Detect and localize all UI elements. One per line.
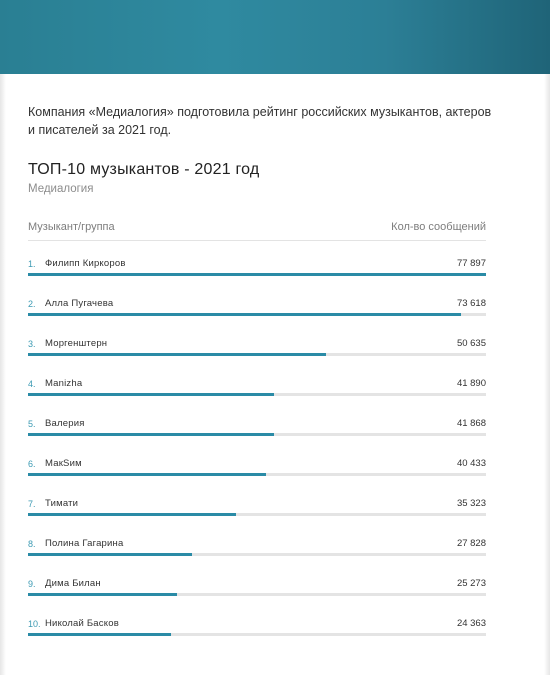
bar-track: [28, 593, 486, 596]
chart-source: Медиалогия: [28, 183, 94, 195]
bar-value-label: 73 618: [456, 298, 486, 309]
bar-track: [28, 473, 486, 476]
header-divider: [28, 240, 486, 241]
bar-value-label: 50 635: [456, 338, 486, 349]
bar-row: 4. Manizha 41 890: [28, 378, 486, 408]
bar-row: 3. Моргенштерн 50 635: [28, 338, 486, 368]
bar-rank-label: 3.: [28, 339, 36, 349]
bar-row: 1. Филипп Киркоров 77 897: [28, 258, 486, 288]
bar: [28, 433, 274, 436]
bar: [28, 393, 274, 396]
bar-rank-label: 7.: [28, 499, 36, 509]
bar-value-label: 40 433: [456, 458, 486, 469]
left-edge-shadow: [0, 74, 6, 675]
bar-rank-label: 4.: [28, 379, 36, 389]
bar: [28, 553, 192, 556]
bar: [28, 513, 236, 516]
bar-category-label: Тимати: [45, 498, 79, 509]
bar-rank-label: 5.: [28, 419, 36, 429]
column-header-musician: Музыкант/группа: [28, 221, 115, 233]
bar: [28, 473, 266, 476]
bar-row: 7. Тимати 35 323: [28, 498, 486, 528]
bar: [28, 273, 486, 276]
bar: [28, 353, 326, 356]
bar-category-label: МакSим: [45, 458, 82, 469]
chart-title: ТОП-10 музыкантов - 2021 год: [28, 161, 260, 178]
bar-rank-label: 8.: [28, 539, 36, 549]
bar-track: [28, 273, 486, 276]
bar: [28, 313, 461, 316]
bar-row: 10. Николай Басков 24 363: [28, 618, 486, 648]
bar-value-label: 35 323: [456, 498, 486, 509]
right-edge-shadow: [544, 74, 550, 675]
bar-rank-label: 6.: [28, 459, 36, 469]
bar-track: [28, 353, 486, 356]
bar-row: 5. Валерия 41 868: [28, 418, 486, 448]
bar-value-label: 24 363: [456, 618, 486, 629]
bar-category-label: Дима Билан: [45, 578, 101, 589]
bar-rank-label: 2.: [28, 299, 36, 309]
bar-row: 6. МакSим 40 433: [28, 458, 486, 488]
bar-category-label: Николай Басков: [45, 618, 119, 629]
bar-track: [28, 553, 486, 556]
bar-track: [28, 433, 486, 436]
bar-row: 9. Дима Билан 25 273: [28, 578, 486, 608]
bar-category-label: Моргенштерн: [45, 338, 108, 349]
bar-rank-label: 1.: [28, 259, 36, 269]
bar-value-label: 41 868: [456, 418, 486, 429]
bar-category-label: Валерия: [45, 418, 85, 429]
bar-rank-label: 9.: [28, 579, 36, 589]
bar-category-label: Manizha: [45, 378, 83, 389]
bar: [28, 593, 177, 596]
bar-value-label: 41 890: [456, 378, 486, 389]
bar-row: 8. Полина Гагарина 27 828: [28, 538, 486, 568]
bar-category-label: Филипп Киркоров: [45, 258, 126, 269]
column-header-mentions: Кол-во сообщений: [391, 221, 486, 233]
bar-category-label: Алла Пугачева: [45, 298, 114, 309]
bar-track: [28, 633, 486, 636]
bar-value-label: 77 897: [456, 258, 486, 269]
header-banner: [0, 0, 550, 74]
bar-track: [28, 513, 486, 516]
bar-category-label: Полина Гагарина: [45, 538, 124, 549]
bar-value-label: 27 828: [456, 538, 486, 549]
intro-text: Компания «Медиалогия» подготовила рейтин…: [28, 105, 492, 137]
bar-row: 2. Алла Пугачева 73 618: [28, 298, 486, 328]
bar-track: [28, 313, 486, 316]
bar-value-label: 25 273: [456, 578, 486, 589]
bar-track: [28, 393, 486, 396]
bar-rank-label: 10.: [28, 619, 41, 629]
bar: [28, 633, 171, 636]
bar-chart: 1. Филипп Киркоров 77 897 2. Алла Пугачева 73…: [28, 0, 486, 675]
